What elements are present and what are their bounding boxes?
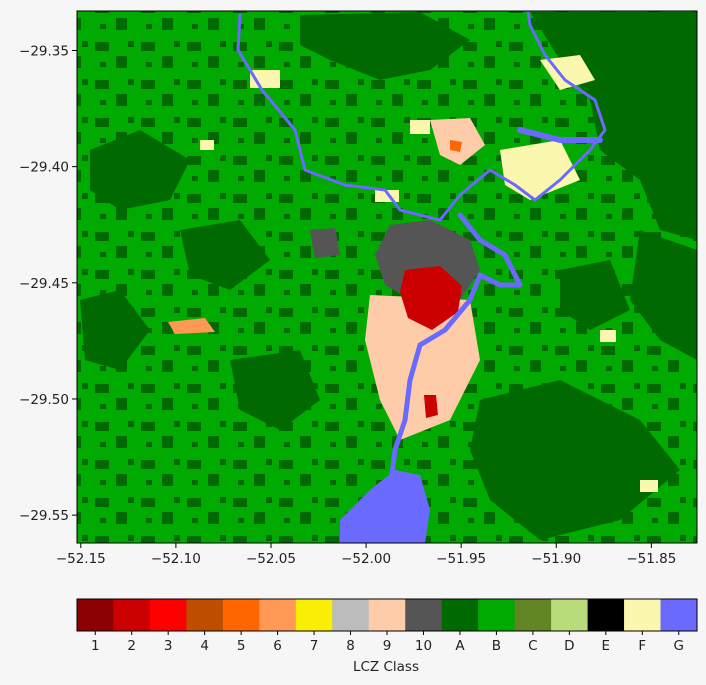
x-tick-label: −52.10 — [151, 551, 201, 567]
x-tick-label: −51.95 — [436, 551, 486, 567]
colorbar-tick-label: F — [638, 638, 646, 654]
colorbar-tick-label: 4 — [200, 638, 209, 654]
x-tick-label: −52.15 — [56, 551, 106, 567]
colorbar-swatch-E — [587, 599, 625, 631]
colorbar-tick-label: G — [674, 638, 684, 654]
y-tick-label: −29.35 — [19, 43, 69, 59]
colorbar: 1 2 3 4 5 6 7 8 9 10 A B C D E F G — [76, 598, 698, 654]
colorbar-label: LCZ Class — [353, 659, 419, 675]
colorbar-tick-label: E — [602, 638, 611, 654]
river — [236, 11, 607, 543]
y-tick-label: −29.55 — [19, 508, 69, 524]
colorbar-swatch-7 — [295, 599, 333, 631]
colorbar-tick-label: A — [455, 638, 465, 654]
y-tick-label: −29.45 — [19, 276, 69, 292]
x-tick-label: −51.85 — [626, 551, 676, 567]
colorbar-swatch-1 — [77, 599, 114, 631]
colorbar-tick-label: D — [564, 638, 574, 654]
colorbar-frame — [76, 598, 698, 632]
x-axis: −52.15 −52.10 −52.05 −52.00 −51.95 −51.90 −51.… — [56, 543, 676, 567]
colorbar-swatch-3 — [149, 599, 187, 631]
x-tick-label: −51.90 — [531, 551, 581, 567]
colorbar-tick-label: 10 — [415, 638, 432, 654]
colorbar-tick-label: 3 — [164, 638, 173, 654]
colorbar-tick-label: 9 — [383, 638, 392, 654]
delta-estuary — [340, 470, 430, 543]
colorbar-tick-label: B — [492, 638, 501, 654]
colorbar-tick-label: 1 — [91, 638, 100, 654]
colorbar-swatch-A — [441, 599, 479, 631]
colorbar-swatch-6 — [259, 599, 297, 631]
colorbar-swatch-10 — [405, 599, 443, 631]
colorbar-swatch-5 — [222, 599, 260, 631]
map-panel — [77, 11, 697, 543]
colorbar-tick-label: 6 — [273, 638, 282, 654]
colorbar-swatch-B — [478, 599, 516, 631]
map-frame — [76, 10, 698, 544]
colorbar-swatch-C — [514, 599, 552, 631]
y-axis: −29.35 −29.40 −29.45 −29.50 −29.55 — [19, 43, 77, 524]
y-tick-label: −29.50 — [19, 392, 69, 408]
colorbar-swatch-9 — [368, 599, 406, 631]
bare-areas — [200, 55, 658, 492]
colorbar-tick-label: 2 — [127, 638, 136, 654]
x-tick-label: −52.00 — [341, 551, 391, 567]
urban-area — [168, 118, 485, 440]
x-tick-label: −52.05 — [246, 551, 296, 567]
colorbar-tick-label: 5 — [237, 638, 246, 654]
colorbar-tick-label: C — [528, 638, 537, 654]
colorbar-swatch-D — [551, 599, 588, 631]
colorbar-swatch-8 — [332, 599, 370, 631]
y-tick-label: −29.40 — [19, 160, 69, 176]
colorbar-swatch-4 — [186, 599, 224, 631]
colorbar-swatch-F — [624, 599, 661, 631]
colorbar-tick-label: 8 — [346, 638, 355, 654]
colorbar-swatch-G — [660, 599, 698, 631]
colorbar-tick-label: 7 — [310, 638, 319, 654]
colorbar-swatch-2 — [113, 599, 151, 631]
